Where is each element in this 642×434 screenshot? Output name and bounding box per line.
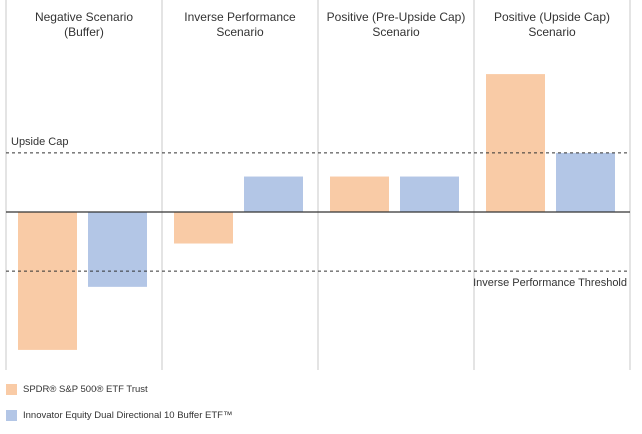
scenario-title-positive-cap: Positive (Upside Cap) Scenario — [493, 10, 611, 39]
legend: SPDR® S&P 500® ETF Trust Innovator Equit… — [6, 382, 232, 434]
legend-item-innovator: Innovator Equity Dual Directional 10 Buf… — [6, 408, 232, 422]
chart-plot — [5, 0, 631, 370]
scenario-title-negative: Negative Scenario (Buffer) — [34, 10, 134, 39]
legend-swatch-spdr — [6, 383, 17, 395]
bar-series1-cat2 — [400, 176, 459, 212]
bar-series0-cat3 — [486, 74, 545, 212]
bar-series0-cat0 — [18, 212, 77, 350]
scenario-title-inverse: Inverse Performance Scenario — [184, 10, 296, 39]
bar-series0-cat2 — [330, 176, 389, 212]
upside-cap-label: Upside Cap — [11, 136, 69, 148]
bar-series1-cat0 — [88, 212, 147, 287]
legend-item-spdr: SPDR® S&P 500® ETF Trust — [6, 382, 232, 396]
bar-series0-cat1 — [174, 212, 233, 244]
bar-series1-cat1 — [244, 176, 303, 212]
legend-label-spdr: SPDR® S&P 500® ETF Trust — [23, 383, 148, 395]
scenario-title-positive-pre-cap: Positive (Pre-Upside Cap) Scenario — [326, 10, 466, 39]
legend-swatch-innovator — [6, 409, 17, 421]
bar-series1-cat3 — [556, 152, 615, 212]
inverse-threshold-label: Inverse Performance Threshold — [473, 277, 627, 289]
legend-label-innovator: Innovator Equity Dual Directional 10 Buf… — [23, 409, 233, 421]
